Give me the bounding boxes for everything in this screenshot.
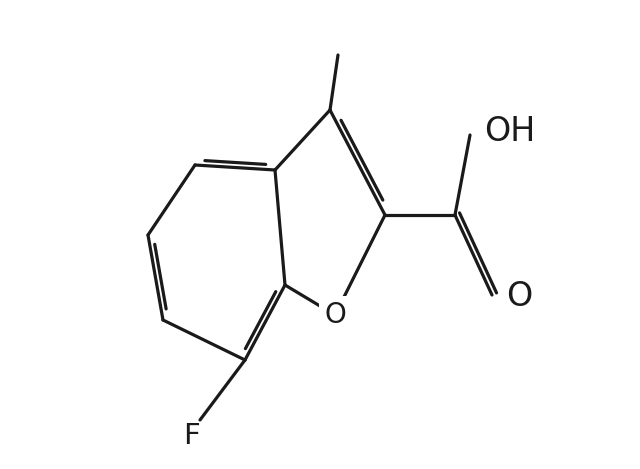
Text: F: F bbox=[184, 422, 200, 450]
Text: O: O bbox=[324, 301, 346, 329]
Text: OH: OH bbox=[484, 114, 535, 147]
Text: O: O bbox=[506, 280, 532, 313]
